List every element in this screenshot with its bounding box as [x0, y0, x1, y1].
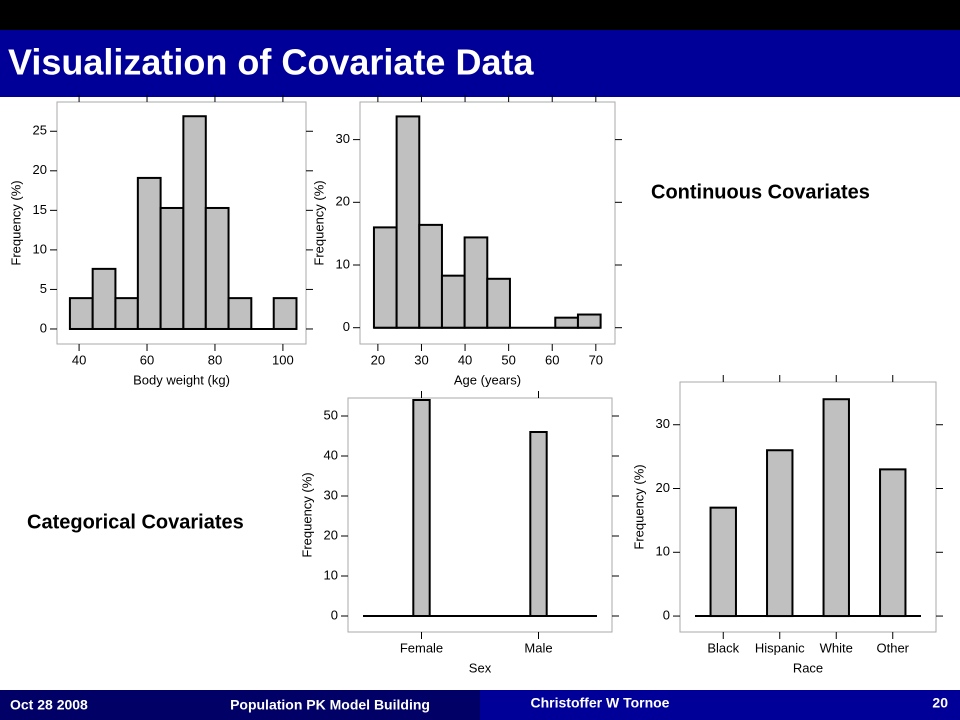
bar [529, 431, 548, 617]
histogram-bar [395, 115, 421, 329]
x-tick-label: 70 [589, 352, 603, 367]
x-tick-label: Hispanic [755, 640, 805, 655]
y-tick-label: 20 [656, 480, 670, 495]
histogram-bar [136, 176, 162, 330]
y-axis-title: Frequency (%) [299, 472, 314, 557]
x-tick-label: Other [876, 640, 909, 655]
histogram-bar [227, 297, 253, 330]
y-tick-label: 10 [324, 567, 338, 582]
bar [879, 468, 907, 618]
section-label: Categorical Covariates [27, 511, 244, 533]
x-tick-label: 80 [208, 352, 222, 367]
x-tick-label: 50 [501, 352, 515, 367]
y-axis-title: Frequency (%) [8, 180, 23, 265]
histogram-bar [486, 277, 511, 329]
plot-frame [359, 101, 616, 345]
x-tick-label: 30 [414, 352, 428, 367]
bar [709, 506, 737, 618]
x-tick-label: White [820, 640, 853, 655]
y-tick-label: 20 [33, 162, 47, 177]
bar [766, 449, 794, 618]
y-tick-label: 40 [324, 447, 338, 462]
y-tick-label: 5 [40, 281, 47, 296]
histogram-bar [554, 316, 579, 329]
y-tick-label: 30 [324, 487, 338, 502]
y-tick-label: 10 [33, 241, 47, 256]
y-axis-title: Frequency (%) [631, 464, 646, 549]
x-tick-label: Male [524, 640, 552, 655]
section-label: Continuous Covariates [651, 181, 870, 203]
y-tick-label: 0 [331, 607, 338, 622]
histogram-bar [576, 313, 602, 329]
histogram-bar [418, 223, 443, 329]
x-axis-title: Sex [469, 660, 492, 675]
x-tick-label: 40 [458, 352, 472, 367]
plot-frame [347, 397, 613, 633]
footer-right [480, 690, 960, 720]
footer-left [0, 690, 480, 720]
y-tick-label: 15 [33, 202, 47, 217]
y-tick-label: 50 [324, 407, 338, 422]
histogram-bar [68, 297, 94, 330]
x-tick-label: Female [400, 640, 443, 655]
y-tick-label: 0 [663, 607, 670, 622]
x-tick-label: Black [707, 640, 739, 655]
plot-frame [56, 101, 307, 345]
bar [412, 399, 431, 617]
histogram-bar [372, 226, 398, 329]
footer-topic: Population PK Model Building [230, 697, 430, 713]
histogram-bar [182, 115, 207, 330]
x-tick-label: 40 [72, 352, 86, 367]
footer-author: Christoffer W Tornoe [531, 695, 670, 711]
bar [822, 398, 850, 618]
histogram-bar [272, 297, 298, 330]
x-axis-title: Race [793, 660, 823, 675]
y-tick-label: 0 [343, 319, 350, 334]
histogram-bar [204, 206, 230, 330]
y-tick-label: 20 [324, 527, 338, 542]
histogram-bar [114, 297, 139, 330]
top-bar [0, 0, 960, 30]
title-band [0, 30, 960, 97]
y-tick-label: 10 [656, 544, 670, 559]
y-axis-title: Frequency (%) [311, 180, 326, 265]
x-tick-label: 60 [140, 352, 154, 367]
histogram-bar [159, 206, 185, 330]
y-tick-label: 10 [336, 256, 350, 271]
slide-title: Visualization of Covariate Data [8, 42, 534, 83]
x-axis-title: Body weight (kg) [133, 372, 230, 387]
plot-frame [679, 381, 937, 633]
x-tick-label: 100 [272, 352, 294, 367]
x-tick-label: 20 [371, 352, 385, 367]
histogram-bar [463, 236, 489, 329]
x-tick-label: 60 [545, 352, 559, 367]
footer-date: Oct 28 2008 [10, 697, 88, 713]
histogram-bar [91, 267, 117, 330]
y-tick-label: 30 [336, 131, 350, 146]
footer-page: 20 [932, 695, 948, 711]
x-axis-title: Age (years) [454, 372, 521, 387]
y-tick-label: 20 [336, 194, 350, 209]
y-tick-label: 25 [33, 123, 47, 138]
y-tick-label: 30 [656, 416, 670, 431]
histogram-bar [440, 274, 466, 329]
y-tick-label: 0 [40, 320, 47, 335]
